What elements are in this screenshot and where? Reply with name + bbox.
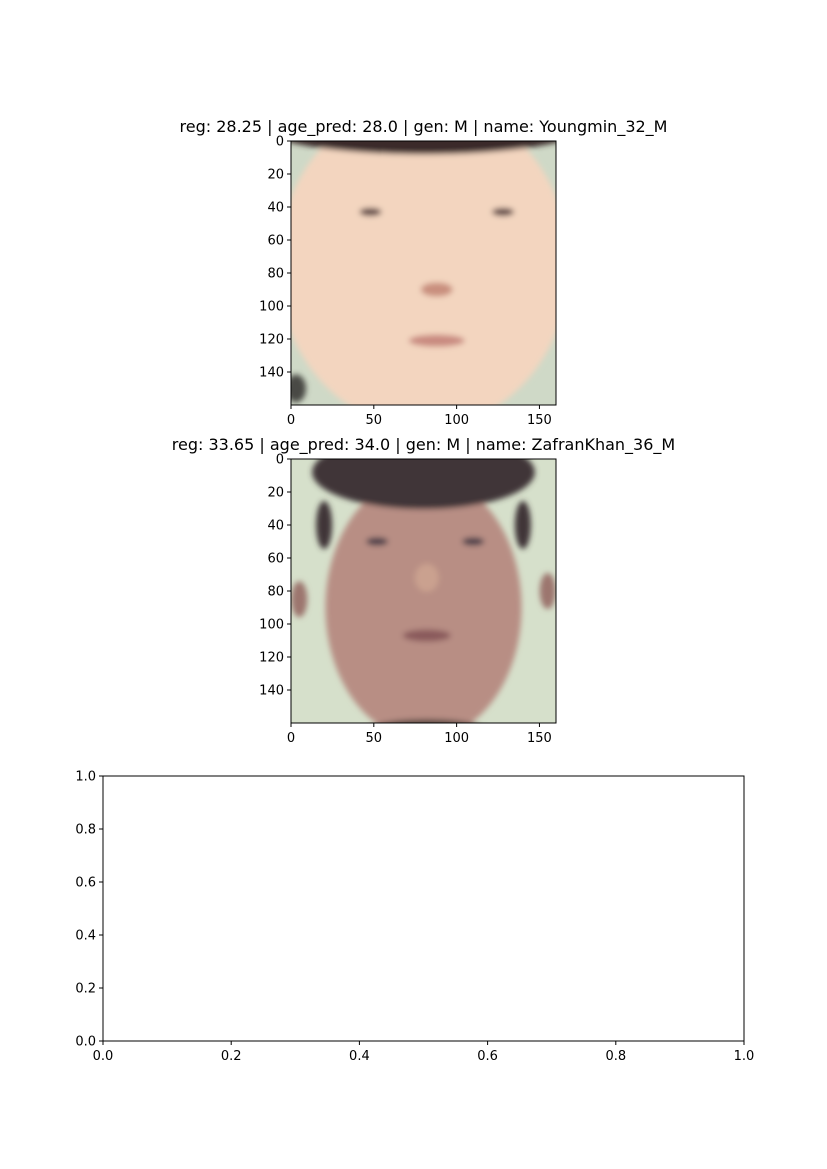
x-tick-label: 0.4: [349, 1049, 370, 1064]
mouth: [402, 629, 451, 642]
left-ear: [291, 581, 308, 618]
y-tick-label: 100: [259, 300, 284, 315]
hair: [291, 141, 556, 155]
y-tick-label: 20: [267, 168, 284, 183]
y-tick-label: 0: [276, 453, 284, 468]
y-tick-label: 0.8: [75, 823, 96, 838]
nose: [420, 282, 453, 297]
y-tick-label: 80: [267, 585, 284, 600]
subplot-1: reg: 28.25 | age_pred: 28.0 | gen: M | n…: [180, 117, 668, 428]
axes-frame: [102, 775, 745, 1042]
y-tick-label: 0.2: [75, 982, 96, 997]
y-tick-label: 0: [276, 135, 284, 150]
subplot-title: reg: 33.65 | age_pred: 34.0 | gen: M | n…: [172, 435, 675, 455]
left-sideburn: [316, 501, 333, 549]
y-tick-label: 0.4: [75, 929, 96, 944]
left-eye: [359, 207, 382, 216]
y-tick-label: 0.0: [75, 1035, 96, 1050]
x-tick-label: 0.8: [605, 1049, 626, 1064]
x-tick-label: 100: [444, 413, 469, 428]
y-tick-label: 60: [267, 552, 284, 567]
x-tick-label: 50: [366, 413, 383, 428]
x-tick-label: 0.6: [477, 1049, 498, 1064]
y-tick-label: 100: [259, 618, 284, 633]
y-tick-label: 60: [267, 234, 284, 249]
nose: [414, 563, 439, 592]
face-image: [291, 459, 556, 723]
right-sideburn: [514, 501, 531, 549]
left-eye: [366, 537, 389, 546]
x-tick-label: 150: [527, 413, 552, 428]
hair: [312, 459, 535, 510]
y-tick-label: 40: [267, 201, 284, 216]
y-tick-label: 140: [259, 684, 284, 699]
y-tick-label: 140: [259, 366, 284, 381]
face-features: [291, 141, 556, 405]
right-eye: [492, 207, 514, 216]
y-tick-label: 80: [267, 267, 284, 282]
face-image: [291, 141, 556, 405]
x-tick-label: 1.0: [734, 1049, 755, 1064]
x-tick-label: 100: [444, 731, 469, 746]
face-skin: [325, 475, 522, 723]
mouth: [408, 334, 465, 347]
face-skin: [291, 141, 556, 405]
subplot-2: reg: 33.65 | age_pred: 34.0 | gen: M | n…: [172, 435, 675, 746]
x-tick-label: 0.0: [93, 1049, 114, 1064]
y-tick-label: 120: [259, 651, 284, 666]
collar: [383, 719, 471, 723]
subplot-3: 0.0 0.2 0.4 0.6 0.8 1.0 0.0 0.2 0.4 0.6 0.8 1.0: [75, 770, 754, 1065]
x-tick-label: 0: [287, 731, 295, 746]
right-ear: [539, 573, 556, 609]
y-tick-label: 20: [267, 486, 284, 501]
subplot-title: reg: 28.25 | age_pred: 28.0 | gen: M | n…: [180, 117, 668, 137]
right-eye: [462, 537, 485, 546]
y-tick-label: 40: [267, 519, 284, 534]
x-tick-label: 0: [287, 413, 295, 428]
face-features: [291, 459, 556, 723]
y-tick-label: 0.6: [75, 876, 96, 891]
collar-shadow: [291, 374, 306, 403]
y-tick-label: 1.0: [75, 770, 96, 785]
x-tick-label: 0.2: [221, 1049, 242, 1064]
y-tick-label: 120: [259, 333, 284, 348]
x-tick-label: 150: [527, 731, 552, 746]
x-tick-label: 50: [366, 731, 383, 746]
